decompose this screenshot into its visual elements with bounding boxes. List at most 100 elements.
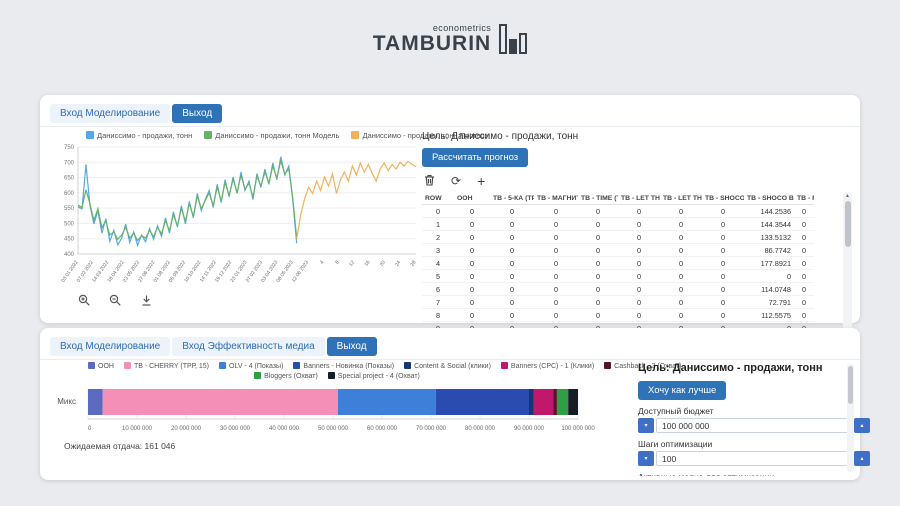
zoom-in-button[interactable] xyxy=(78,294,91,309)
svg-text:500: 500 xyxy=(64,221,75,227)
table-cell: 8 xyxy=(422,308,454,323)
column-header-7[interactable]: ТВ - SHOCO B... xyxy=(702,192,744,206)
zoom-out-button[interactable] xyxy=(109,294,122,309)
table-cell: 0 xyxy=(794,295,814,310)
table-cell: 0 xyxy=(454,282,490,297)
column-header-9[interactable]: ТВ - RAF... xyxy=(794,192,814,206)
refresh-button[interactable]: ⟳ xyxy=(451,174,462,189)
legend-swatch xyxy=(327,372,335,379)
svg-text:24: 24 xyxy=(394,260,402,268)
table-cell: 0 xyxy=(660,230,702,245)
table-cell: 0 xyxy=(454,256,490,271)
budget-input[interactable] xyxy=(656,418,852,433)
modeling-tab-1[interactable]: Выход xyxy=(172,104,223,123)
column-header-4[interactable]: ТВ - TIME (ТР... xyxy=(578,192,618,206)
table-cell: 0 xyxy=(660,282,702,297)
mix-legend-item-3: Banners - Новинка (Показы) xyxy=(293,362,394,370)
table-row: 2 0 0 0 0 0 0 0 133.5132 0 xyxy=(422,230,814,245)
legend-swatch xyxy=(404,362,412,369)
modeling-output-card: Вход Моделирование Выход Даниссимо - прод… xyxy=(40,95,860,349)
table-cell: 0 xyxy=(702,282,744,297)
panel-scrollbar[interactable] xyxy=(847,364,854,472)
column-header-8[interactable]: ТВ - SHOCO B... xyxy=(744,192,794,206)
trash-icon xyxy=(425,175,434,186)
table-cell: 0 xyxy=(534,256,578,271)
table-cell: 2 xyxy=(422,230,454,245)
download-button[interactable] xyxy=(140,294,153,309)
media-tab-0[interactable]: Вход Моделирование xyxy=(50,337,171,356)
goal-label: Цель: Даниссимо - продажи, тонн xyxy=(422,131,579,142)
table-cell: 0 xyxy=(490,243,534,258)
table-cell: 0 xyxy=(454,243,490,258)
table-cell: 3 xyxy=(422,243,454,258)
scrollbar-up-icon[interactable]: ▲ xyxy=(845,193,850,200)
column-header-0[interactable]: ROW xyxy=(422,192,454,206)
mix-axis-label: Микс xyxy=(57,397,76,406)
table-scrollbar[interactable]: ▲ xyxy=(843,192,852,349)
modeling-tab-0[interactable]: Вход Моделирование xyxy=(50,104,171,123)
svg-text:100 000 000: 100 000 000 xyxy=(561,426,595,432)
steps-decrement-button[interactable]: ▾ xyxy=(638,451,654,466)
table-row: 3 0 0 0 0 0 0 0 86.7742 0 xyxy=(422,243,814,258)
svg-text:28: 28 xyxy=(410,260,418,268)
table-cell: 177.8921 xyxy=(744,256,794,271)
svg-text:400: 400 xyxy=(64,252,75,258)
table-row: 6 0 0 0 0 0 0 0 114.0748 0 xyxy=(422,282,814,297)
mix-legend-item-8: Special project - 4 (Охват) xyxy=(327,372,420,380)
steps-input[interactable] xyxy=(656,451,852,466)
table-cell: 0 xyxy=(490,295,534,310)
table-cell: 0 xyxy=(794,204,814,219)
add-row-button[interactable]: + xyxy=(477,173,486,190)
table-row: 8 0 0 0 0 0 0 0 112.5575 0 xyxy=(422,308,814,323)
mix-legend-row-0: OOH ТВ - CHERRY (ТРР, 15) OLV - 4 (Показы)… xyxy=(88,362,681,370)
chart-toolbar xyxy=(78,294,450,309)
svg-text:70 000 000: 70 000 000 xyxy=(416,426,447,432)
table-toolbar: ⟳ + xyxy=(424,174,850,188)
budget-decrement-button[interactable]: ▾ xyxy=(638,418,654,433)
table-cell: 0 xyxy=(454,269,490,284)
table-cell: 0 xyxy=(454,217,490,232)
steps-label: Шаги оптимизации xyxy=(638,439,713,449)
legend-swatch xyxy=(123,362,131,369)
zoom-in-icon xyxy=(78,294,90,306)
table-cell: 0 xyxy=(702,230,744,245)
table-cell: 0 xyxy=(618,243,660,258)
app-logo: econometrics TAMBURIN xyxy=(0,20,900,55)
table-cell: 0 xyxy=(702,204,744,219)
media-tab-1[interactable]: Вход Эффективность медиа xyxy=(172,337,325,356)
table-cell: 0 xyxy=(702,295,744,310)
optimize-button[interactable]: Хочу как лучше xyxy=(638,381,727,400)
column-header-5[interactable]: ТВ - LET THE ... xyxy=(618,192,660,206)
mix-legend-item-7: Bloggers (Охват) xyxy=(254,372,318,380)
logo-brand: TAMBURIN xyxy=(372,31,492,55)
logo-subtitle: econometrics xyxy=(432,22,492,33)
calculate-forecast-button[interactable]: Рассчитать прогноз xyxy=(422,148,529,167)
legend-item-2: Даниссимо - продажи, тонн Прогноз xyxy=(351,131,488,140)
media-tab-2[interactable]: Выход xyxy=(326,337,377,356)
panel-scrollbar-thumb[interactable] xyxy=(848,366,853,404)
table-cell: 4 xyxy=(422,256,454,271)
table-cell: 0 xyxy=(702,269,744,284)
budget-increment-button[interactable]: ▴ xyxy=(854,418,870,433)
table-cell: 6 xyxy=(422,282,454,297)
column-header-1[interactable]: OOH xyxy=(454,192,490,206)
line-chart-legend: Даниссимо - продажи, тонн Даниссимо - про… xyxy=(86,131,488,140)
logo-text: econometrics TAMBURIN xyxy=(373,23,491,55)
column-header-6[interactable]: ТВ - LET THE ... xyxy=(660,192,702,206)
download-icon xyxy=(142,295,151,306)
table-cell: 0 xyxy=(534,243,578,258)
table-cell: 0 xyxy=(534,230,578,245)
column-header-3[interactable]: ТВ - МАГНИТ (... xyxy=(534,192,578,206)
table-cell: 0 xyxy=(578,204,618,219)
table-scrollbar-thumb[interactable] xyxy=(844,201,851,248)
media-mix-bar-chart: 0 10 000 000 20 000 000 30 000 000 40 000 00… xyxy=(87,389,595,432)
table-cell: 0 xyxy=(578,269,618,284)
table-cell: 0 xyxy=(618,204,660,219)
svg-text:20: 20 xyxy=(379,260,387,268)
column-header-2[interactable]: ТВ - 5-КА (ТРР... xyxy=(490,192,534,206)
table-cell: 114.0748 xyxy=(744,282,794,297)
delete-button[interactable] xyxy=(424,174,435,188)
steps-increment-button[interactable]: ▴ xyxy=(854,451,870,466)
